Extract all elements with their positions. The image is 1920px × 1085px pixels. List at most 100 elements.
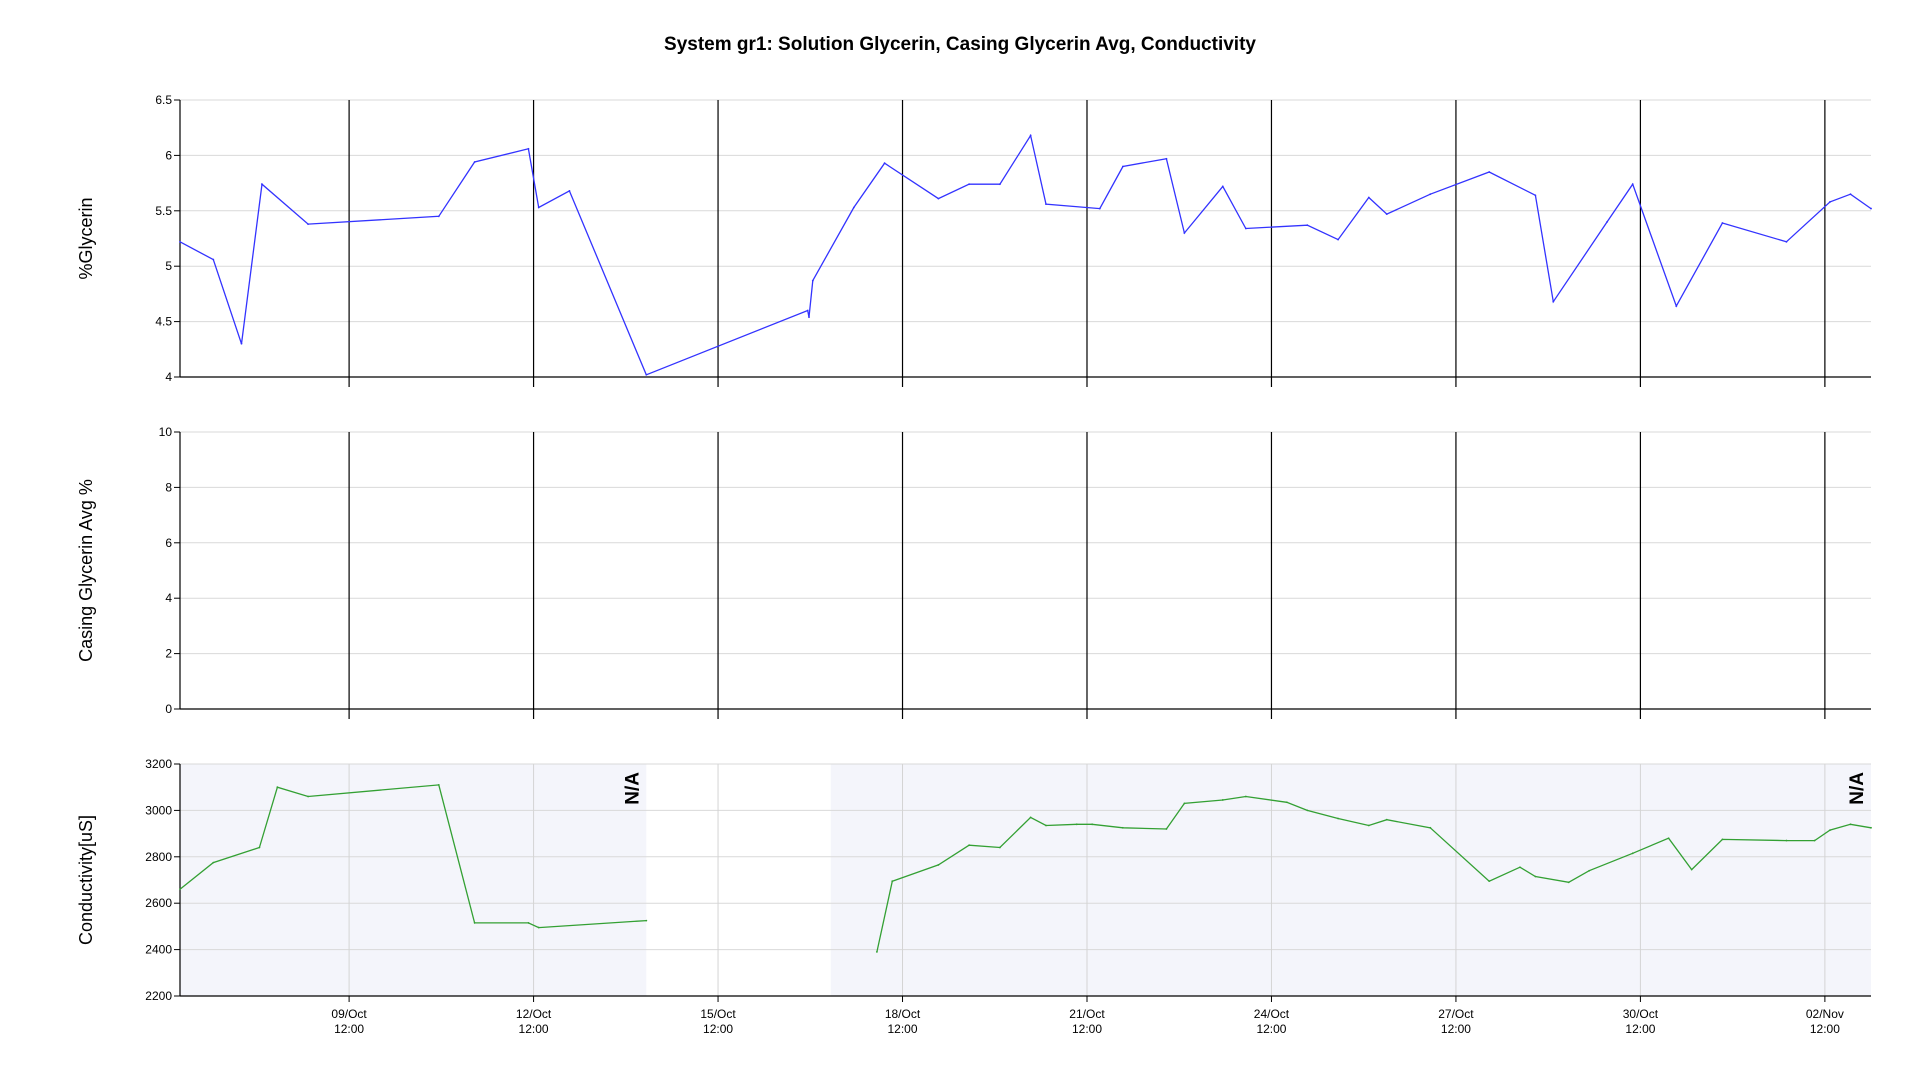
x-tick-label: 15/Oct: [700, 1007, 736, 1021]
y-tick-label: 4: [165, 591, 172, 605]
na-annotation: N/A: [622, 772, 643, 805]
data-point: [568, 189, 571, 192]
data-point: [1813, 839, 1816, 842]
y-axis-label: %Glycerin: [76, 197, 96, 279]
data-point: [1567, 881, 1570, 884]
data-point: [1552, 300, 1555, 303]
x-tick-label: 12:00: [1256, 1022, 1286, 1036]
data-point: [179, 888, 181, 891]
y-axis-label: Conductivity[uS]: [76, 815, 96, 945]
y-tick-label: 6: [165, 148, 172, 162]
data-point: [240, 342, 243, 345]
data-point: [1221, 799, 1224, 801]
x-tick-label: 27/Oct: [1438, 1007, 1474, 1021]
data-point: [645, 373, 648, 376]
y-tick-label: 3000: [145, 803, 172, 817]
x-tick-label: 24/Oct: [1254, 1007, 1290, 1021]
data-point: [1075, 823, 1078, 826]
data-point: [1488, 880, 1491, 883]
data-point: [1721, 838, 1724, 841]
data-point: [1385, 818, 1388, 821]
data-point: [1606, 220, 1609, 223]
data-point: [1285, 801, 1288, 804]
series-line: [179, 784, 647, 929]
data-point: [1785, 839, 1788, 842]
data-point: [1306, 224, 1309, 227]
data-point: [1690, 868, 1693, 871]
data-point: [808, 316, 810, 319]
data-point: [1045, 824, 1047, 827]
data-point: [1429, 193, 1432, 196]
data-point: [1785, 240, 1788, 243]
data-point: [875, 951, 878, 953]
data-point: [1306, 809, 1309, 812]
data-point: [1385, 213, 1388, 216]
y-tick-label: 4: [165, 370, 172, 384]
data-point: [1244, 227, 1247, 230]
data-point: [1667, 837, 1670, 840]
y-tick-label: 2400: [145, 943, 172, 957]
data-point: [1337, 817, 1339, 820]
data-point: [437, 215, 440, 218]
data-point: [1534, 875, 1537, 878]
shaded-range: [180, 764, 647, 996]
data-point: [1829, 201, 1831, 203]
x-tick-label: 21/Oct: [1069, 1007, 1105, 1021]
data-point: [179, 240, 181, 243]
y-tick-label: 2200: [145, 989, 172, 1003]
y-tick-label: 2600: [145, 896, 172, 910]
data-point: [1183, 232, 1186, 234]
data-point: [258, 846, 261, 849]
y-tick-label: 6: [165, 536, 172, 550]
data-point: [1429, 826, 1432, 829]
data-point: [1829, 829, 1831, 832]
data-point: [437, 783, 440, 786]
data-point: [1870, 207, 1872, 210]
data-point: [212, 258, 215, 261]
chart-panel-2: 0 2 4 6 8 10 Casing Glycerin Avg %: [76, 425, 1871, 719]
data-point: [261, 183, 263, 186]
data-point: [307, 223, 310, 225]
data-point: [1165, 828, 1168, 830]
data-point: [1165, 157, 1168, 160]
data-point: [806, 309, 809, 312]
data-point: [473, 161, 476, 163]
data-point: [1367, 196, 1370, 199]
y-tick-label: 6.5: [155, 93, 172, 107]
data-point: [527, 147, 530, 150]
y-tick-label: 3200: [145, 757, 172, 771]
x-tick-label: 12:00: [1072, 1022, 1102, 1036]
data-point: [1221, 185, 1224, 188]
data-point: [1631, 852, 1634, 855]
data-point: [1029, 816, 1032, 819]
data-point: [1849, 193, 1852, 196]
data-point: [968, 183, 971, 186]
chart-panel-3: 2200 2400 2600 2800 3000 3200 Conductivity[uS]…: [76, 757, 1872, 1036]
data-point: [891, 880, 894, 883]
data-point: [212, 861, 215, 864]
data-point: [1121, 826, 1124, 829]
series-line: [876, 795, 1872, 953]
data-point: [1367, 824, 1370, 827]
data-point: [852, 206, 855, 209]
y-tick-label: 10: [159, 425, 173, 439]
y-axis-label: Casing Glycerin Avg %: [76, 479, 96, 662]
data-point: [276, 786, 279, 789]
data-point: [1183, 802, 1186, 805]
data-point: [1244, 795, 1247, 798]
data-point: [1091, 823, 1094, 826]
data-point: [1588, 869, 1591, 872]
data-point: [1121, 165, 1124, 168]
y-tick-label: 2800: [145, 850, 172, 864]
y-tick-label: 5.5: [155, 204, 172, 218]
data-point: [473, 922, 476, 924]
data-point: [1631, 183, 1634, 186]
y-tick-label: 5: [165, 259, 172, 273]
y-tick-label: 2: [165, 647, 172, 661]
data-point: [537, 206, 540, 209]
series-line: [179, 133, 1872, 376]
x-tick-label: 12:00: [703, 1022, 733, 1036]
na-annotation: N/A: [1847, 772, 1868, 805]
